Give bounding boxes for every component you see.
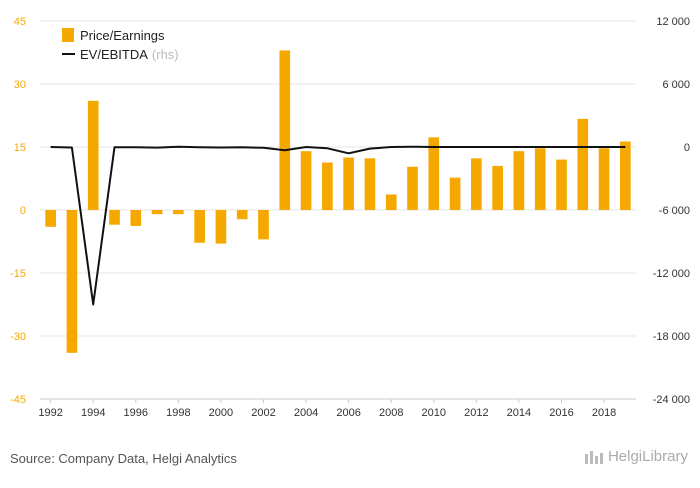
x-tick-label: 2004: [294, 407, 318, 419]
bar-price-earnings: [151, 210, 163, 215]
x-tick-label: 1996: [124, 407, 148, 419]
line-ev-ebitda: [50, 145, 626, 306]
bar-price-earnings: [449, 177, 461, 210]
bar-price-earnings: [492, 165, 503, 210]
source-note: Source: Company Data, Helgi Analytics: [10, 451, 237, 466]
x-tick-label: 2014: [507, 407, 531, 419]
legend-swatch-price-earnings: [62, 28, 74, 42]
y-left-tick-label: 15: [14, 142, 26, 154]
x-tick-label: 2016: [549, 407, 573, 419]
bar-price-earnings: [87, 100, 99, 210]
bar-price-earnings: [130, 210, 142, 226]
bar-price-earnings: [620, 141, 631, 210]
bar-price-earnings: [385, 194, 397, 210]
legend: Price/Earnings EV/EBITDA (rhs): [62, 28, 179, 62]
y-right-tick-label: 0: [684, 142, 690, 154]
brand-name: HelgiLibrary: [607, 448, 688, 465]
y-left-tick-label: 45: [14, 16, 26, 28]
bar-price-earnings: [556, 159, 567, 210]
library-icon: [584, 450, 603, 464]
bar-price-earnings: [322, 162, 333, 210]
y-right-tick-label: -6 000: [659, 205, 690, 217]
brand-logo: HelgiLibrary: [584, 448, 688, 465]
legend-label-ev-ebitda: EV/EBITDA (rhs): [80, 47, 179, 62]
bar-price-earnings: [471, 158, 482, 210]
x-tick-label: 2006: [336, 407, 360, 419]
y-left-tick-label: -30: [10, 331, 26, 343]
bar-price-earnings: [407, 166, 418, 210]
line-layer: [50, 145, 626, 306]
x-tick-label: 2008: [379, 407, 403, 419]
y-right-tick-label: -12 000: [653, 268, 690, 280]
y-right-tick-label: 6 000: [662, 79, 690, 91]
y-right-tick-label: 12 000: [656, 16, 690, 28]
bar-price-earnings: [428, 137, 440, 210]
bar-price-earnings: [258, 210, 269, 240]
bars-layer: [45, 50, 631, 353]
x-tick-label: 2010: [422, 407, 446, 419]
bar-price-earnings: [364, 158, 376, 210]
bar-price-earnings: [534, 148, 546, 210]
x-tick-label: 2012: [464, 407, 488, 419]
y-right-tick-label: -24 000: [653, 394, 690, 406]
bar-price-earnings: [173, 210, 184, 215]
bar-price-earnings: [577, 118, 589, 210]
legend-label-price-earnings: Price/Earnings: [80, 28, 165, 43]
y-right-tick-label: -18 000: [653, 331, 690, 343]
x-tick-label: 1998: [166, 407, 190, 419]
y-left-tick-label: -15: [10, 268, 26, 280]
x-tick-label: 2002: [251, 407, 275, 419]
x-tick-label: 2000: [209, 407, 233, 419]
bar-price-earnings: [300, 151, 312, 210]
x-tick-label: 2018: [592, 407, 616, 419]
grid-layer: [40, 20, 636, 400]
bar-price-earnings: [343, 157, 354, 210]
y-left-tick-label: -45: [10, 394, 26, 406]
y-left-tick-label: 0: [20, 205, 26, 217]
bar-price-earnings: [279, 50, 291, 211]
bar-price-earnings: [513, 151, 525, 210]
legend-label-ev-ebitda-name: EV/EBITDA: [80, 47, 148, 62]
legend-label-ev-ebitda-suffix: (rhs): [152, 47, 179, 62]
bar-price-earnings: [194, 210, 205, 243]
bar-price-earnings: [109, 210, 120, 225]
axes-layer: -45 -30 -15 0 15 30 45 -24 000 -18 000 -12 000 -6 …: [10, 16, 690, 419]
x-tick-label: 1992: [38, 407, 62, 419]
bar-price-earnings: [236, 210, 248, 220]
bar-price-earnings: [66, 210, 78, 353]
bar-price-earnings: [215, 210, 227, 244]
bar-price-earnings: [598, 148, 610, 210]
x-tick-label: 1994: [81, 407, 105, 419]
bar-price-earnings: [45, 210, 56, 227]
y-left-tick-label: 30: [14, 79, 26, 91]
